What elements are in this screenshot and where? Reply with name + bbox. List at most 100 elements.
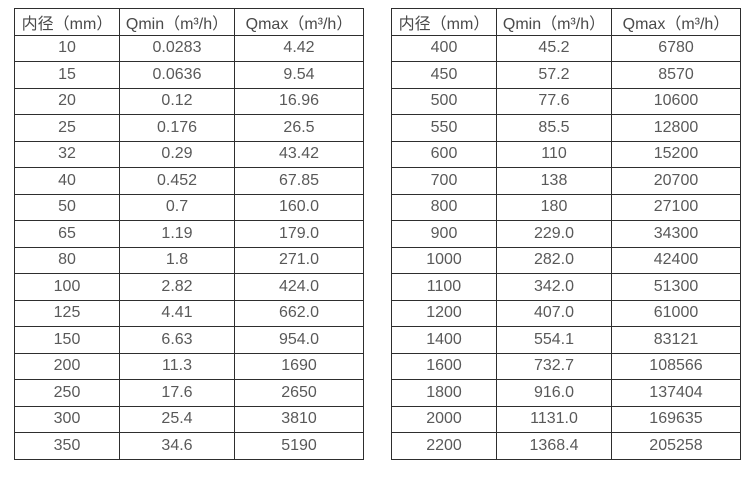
table-row: 400 45.2 6780 [391,34,741,62]
table-cell: 2650 [234,379,364,407]
table-row: 1000 282.0 42400 [391,246,741,274]
table-row: 20 0.12 16.96 [14,87,364,115]
table-cell: 110 [496,140,612,168]
table-cell: 179.0 [234,220,364,248]
table-cell: 350 [14,432,120,460]
table-row: 500 77.6 10600 [391,87,741,115]
table-cell: 407.0 [496,299,612,327]
table-cell: 800 [391,193,497,221]
table-cell: 4.41 [119,299,235,327]
column-header-2: Qmax（m³/h） [611,8,741,36]
table-cell: 77.6 [496,87,612,115]
table-cell: 25 [14,114,120,142]
header-row: 内径（mm） Qmin（m³/h） Qmax（m³/h） [391,8,741,36]
table-cell: 2.82 [119,273,235,301]
table-cell: 342.0 [496,273,612,301]
table-cell: 550 [391,114,497,142]
table-row: 900 229.0 34300 [391,220,741,248]
table-cell: 25.4 [119,405,235,433]
table-cell: 0.176 [119,114,235,142]
column-header-2: Qmax（m³/h） [234,8,364,36]
table-cell: 160.0 [234,193,364,221]
flow-rate-table-right: 内径（mm） Qmin（m³/h） Qmax（m³/h） 400 45.2 6780 450… [391,8,741,460]
table-cell: 300 [14,405,120,433]
table-cell: 138 [496,167,612,195]
table-row: 80 1.8 271.0 [14,246,364,274]
table-cell: 11.3 [119,352,235,380]
table-cell: 169635 [611,405,741,433]
table-cell: 57.2 [496,61,612,89]
table-cell: 400 [391,34,497,62]
table-cell: 0.452 [119,167,235,195]
table-cell: 20700 [611,167,741,195]
table-row: 550 85.5 12800 [391,114,741,142]
table-cell: 34300 [611,220,741,248]
table-row: 65 1.19 179.0 [14,220,364,248]
table-cell: 250 [14,379,120,407]
table-cell: 67.85 [234,167,364,195]
table-cell: 282.0 [496,246,612,274]
table-cell: 61000 [611,299,741,327]
table-row: 2000 1131.0 169635 [391,405,741,433]
table-cell: 65 [14,220,120,248]
table-cell: 10 [14,34,120,62]
table-cell: 10600 [611,87,741,115]
table-cell: 15200 [611,140,741,168]
table-row: 2200 1368.4 205258 [391,432,741,460]
table-cell: 3810 [234,405,364,433]
table-row: 40 0.452 67.85 [14,167,364,195]
column-header-0: 内径（mm） [391,8,497,36]
table-row: 1200 407.0 61000 [391,299,741,327]
column-header-1: Qmin（m³/h） [119,8,235,36]
table-cell: 45.2 [496,34,612,62]
table-cell: 1368.4 [496,432,612,460]
table-cell: 40 [14,167,120,195]
table-cell: 200 [14,352,120,380]
table-cell: 1100 [391,273,497,301]
table-cell: 100 [14,273,120,301]
table-cell: 424.0 [234,273,364,301]
table-row: 700 138 20700 [391,167,741,195]
table-cell: 125 [14,299,120,327]
table-cell: 2000 [391,405,497,433]
table-cell: 6.63 [119,326,235,354]
table-cell: 700 [391,167,497,195]
table-cell: 27100 [611,193,741,221]
table-cell: 0.0636 [119,61,235,89]
table-row: 800 180 27100 [391,193,741,221]
column-header-0: 内径（mm） [14,8,120,36]
table-cell: 108566 [611,352,741,380]
table-cell: 1000 [391,246,497,274]
table-cell: 137404 [611,379,741,407]
table-cell: 1690 [234,352,364,380]
table-cell: 0.0283 [119,34,235,62]
table-cell: 1.19 [119,220,235,248]
table-cell: 150 [14,326,120,354]
table-row: 350 34.6 5190 [14,432,364,460]
column-header-1: Qmin（m³/h） [496,8,612,36]
table-row: 300 25.4 3810 [14,405,364,433]
table-row: 150 6.63 954.0 [14,326,364,354]
table-cell: 954.0 [234,326,364,354]
table-cell: 5190 [234,432,364,460]
table-row: 1600 732.7 108566 [391,352,741,380]
table-cell: 732.7 [496,352,612,380]
table-cell: 900 [391,220,497,248]
table-cell: 916.0 [496,379,612,407]
table-row: 1400 554.1 83121 [391,326,741,354]
table-row: 50 0.7 160.0 [14,193,364,221]
table-row: 1100 342.0 51300 [391,273,741,301]
table-cell: 85.5 [496,114,612,142]
table-cell: 16.96 [234,87,364,115]
table-cell: 554.1 [496,326,612,354]
table-row: 100 2.82 424.0 [14,273,364,301]
header-row: 内径（mm） Qmin（m³/h） Qmax（m³/h） [14,8,364,36]
table-row: 125 4.41 662.0 [14,299,364,327]
table-cell: 205258 [611,432,741,460]
table-cell: 1.8 [119,246,235,274]
table-row: 10 0.0283 4.42 [14,34,364,62]
table-row: 15 0.0636 9.54 [14,61,364,89]
table-cell: 32 [14,140,120,168]
table-cell: 2200 [391,432,497,460]
table-cell: 0.12 [119,87,235,115]
